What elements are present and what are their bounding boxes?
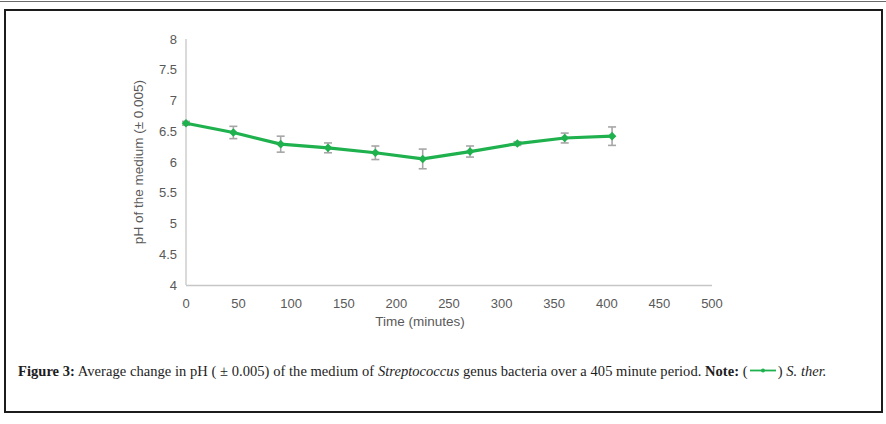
species-name: Streptococcus [378,363,459,379]
note-paren-close: ) [778,363,787,379]
caption-text-before-species: Average change in pH ( ± 0.005) of the m… [75,363,378,379]
figure-frame [4,9,883,413]
figure-panel: 44.555.566.577.5805010015020025030035040… [0,0,886,424]
caption-text-after-species: genus bacteria over a 405 minute period. [459,363,705,379]
note-paren-open: ( [739,363,748,379]
series-legend-line-icon [749,366,777,375]
legend-species-name: S. ther. [786,363,826,379]
note-label: Note: [705,363,739,379]
figure-caption: Figure 3: Average change in pH ( ± 0.005… [18,363,874,380]
figure-label: Figure 3: [18,363,75,379]
page-top-divider [0,1,886,2]
